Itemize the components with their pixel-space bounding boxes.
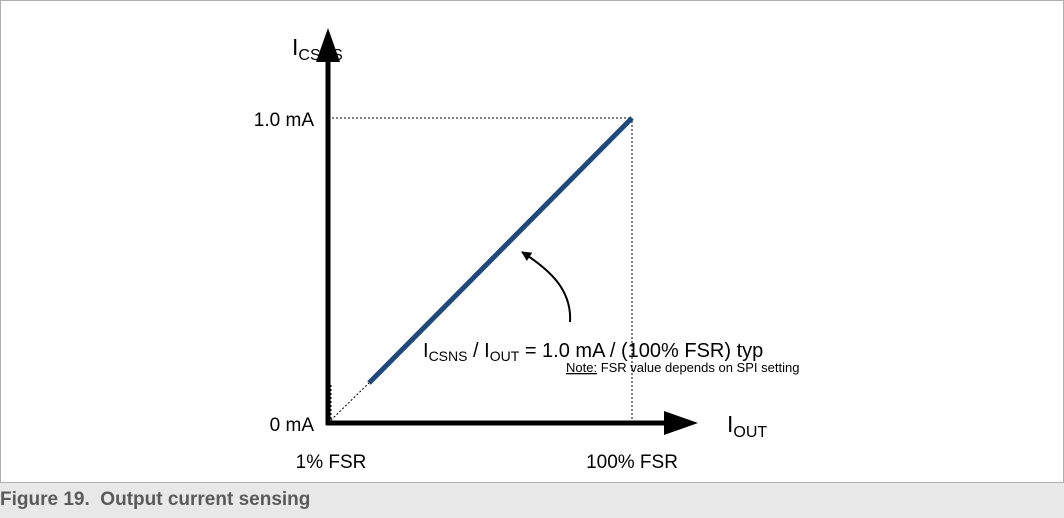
frame-border <box>0 0 1064 483</box>
chart-plot: ICSNS IOUT 0 mA1.0 mA1% FSR 100% FSR ICSN… <box>0 0 1064 483</box>
ticks-layer: 0 mA 1.0 mA 1% FSR 100% FSR <box>254 110 678 473</box>
y-axis-label-main: I <box>292 34 298 60</box>
y-axis-arrowhead <box>316 28 340 62</box>
series-line-0 <box>367 116 634 385</box>
annotation-formula: ICSNS / IOUT = 1.0 mA / (100% FSR) typ <box>423 340 763 364</box>
annotation-text-part: / I <box>467 340 489 362</box>
caption-bar <box>0 483 1064 518</box>
annotation-note-label: Note: <box>566 360 597 375</box>
y-tick-label: 0 mA <box>270 415 315 436</box>
annotation-subscript: CSNS <box>429 348 468 364</box>
y-tick-label: 1.0 mA <box>254 110 315 131</box>
annotation-arrow <box>521 251 572 323</box>
y-axis-label: ICSNS <box>292 34 343 64</box>
annotation-note-text: FSR value depends on SPI setting <box>597 360 799 375</box>
figure-caption: Figure 19. Output current sensing <box>0 489 311 510</box>
extrapolation-line <box>327 382 370 424</box>
x-tick-label: 100% FSR <box>586 452 678 473</box>
guides-layer <box>328 117 633 423</box>
x-axis-label-main: I <box>727 411 733 437</box>
annotation-text-part: = 1.0 mA / (100% FSR) typ <box>519 340 763 362</box>
x-axis-arrowhead <box>664 411 698 435</box>
y-axis-label-sub: CSNS <box>298 47 342 64</box>
series-layer <box>327 116 634 424</box>
x-axis-label-sub: OUT <box>733 424 767 441</box>
annotation-text-part: I <box>423 340 429 362</box>
x-tick-label: 1% FSR <box>296 452 367 473</box>
annotation-note: Note: FSR value depends on SPI setting <box>566 360 799 375</box>
annotation-subscript: OUT <box>490 348 520 364</box>
x-axis-label: IOUT <box>727 411 767 441</box>
